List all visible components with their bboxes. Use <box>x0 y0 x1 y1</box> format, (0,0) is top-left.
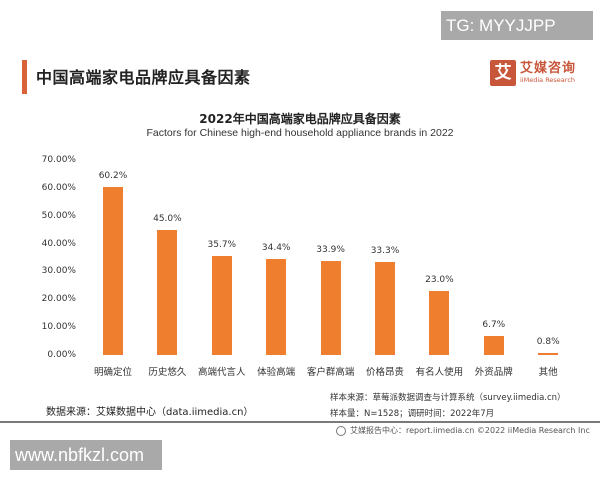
bar-value-label: 60.2% <box>98 171 128 182</box>
bar-value-label: 33.9% <box>316 244 345 255</box>
copyright: 艾媒报告中心：report.iimedia.cn ©2022 iiMedia R… <box>336 425 590 436</box>
data-source: 数据来源：艾媒数据中心（data.iimedia.cn） <box>46 407 254 418</box>
bar <box>103 187 123 355</box>
chart-title: 2022年中国高端家电品牌应具备因素 <box>199 112 401 126</box>
x-category-label: 有名人使用 <box>415 367 464 378</box>
page-title: 中国高端家电品牌应具备因素 <box>36 68 251 87</box>
copyright-text: 艾媒报告中心：report.iimedia.cn ©2022 iiMedia R… <box>350 426 590 435</box>
x-category-label: 高端代言人 <box>198 367 246 378</box>
iimedia-logo: 艾 艾媒咨询 iiMedia Research <box>490 60 576 86</box>
bar-value-label: 35.7% <box>207 239 237 250</box>
x-category-label: 价格昂贵 <box>365 367 404 378</box>
bar <box>375 262 395 355</box>
bar <box>157 229 178 355</box>
bar <box>483 336 504 355</box>
y-tick-label: 10.00% <box>41 322 76 333</box>
bar-value-label: 45.0% <box>153 213 182 224</box>
sample-size: 样本量：N=1528；调研时间：2022年7月 <box>330 409 495 419</box>
logo-name-cn: 艾媒咨询 <box>520 60 577 76</box>
bar-value-label: 6.7% <box>482 320 506 331</box>
y-tick-label: 70.00% <box>41 155 76 165</box>
bar-value-label: 0.8% <box>536 336 560 347</box>
bar <box>266 259 287 355</box>
bar <box>320 260 341 355</box>
y-tick-label: 60.00% <box>41 182 76 193</box>
y-tick-label: 0.00% <box>47 350 76 360</box>
bar-value-label: 33.3% <box>370 246 400 257</box>
footer-divider <box>0 421 600 423</box>
x-category-label: 客户群高端 <box>306 367 355 378</box>
bar-value-label: 34.4% <box>261 243 291 254</box>
chart-subtitle: Factors for Chinese high-end household a… <box>146 127 454 139</box>
title-accent-bar <box>22 60 27 94</box>
watermark-bottom: www.nbfkzl.com <box>10 440 162 470</box>
x-category-label: 体验高端 <box>257 367 296 378</box>
x-category-label: 明确定位 <box>93 367 132 378</box>
bar <box>538 352 559 355</box>
y-tick-label: 50.00% <box>41 210 76 221</box>
y-tick-label: 40.00% <box>41 238 76 249</box>
y-tick-label: 20.00% <box>41 294 76 305</box>
sample-source: 样本来源：草莓派数据调查与计算系统（survey.iimedia.cn） <box>330 393 566 403</box>
bar <box>211 255 232 355</box>
watermark-top: TG: MYYJJPP <box>441 11 593 40</box>
x-category-label: 历史悠久 <box>148 367 187 378</box>
x-category-label: 其他 <box>538 367 558 378</box>
report-center-icon <box>336 425 346 436</box>
bar-value-label: 23.0% <box>425 274 454 285</box>
bar <box>429 290 450 355</box>
y-tick-label: 30.00% <box>41 266 76 277</box>
logo-name-en: iiMedia Research <box>520 75 576 84</box>
x-category-label: 外资品牌 <box>474 367 513 378</box>
logo-mark-icon: 艾 <box>490 60 516 86</box>
